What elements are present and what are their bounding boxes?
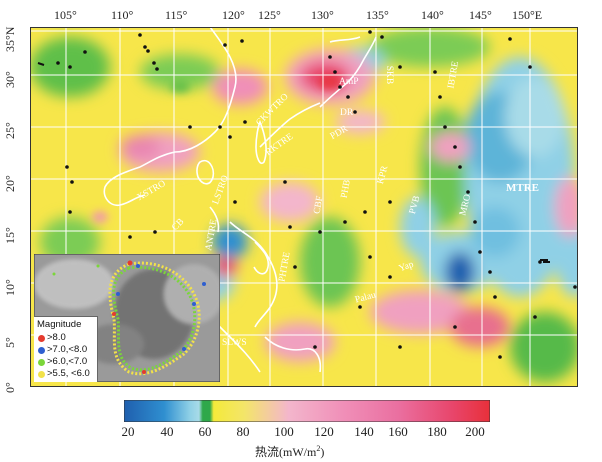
colorbar-tick-180: 180 [427,424,447,439]
region-label-amp: AmP [339,77,359,87]
heat-flow-colorbar [124,400,490,422]
lat-label-10: 10° [3,279,17,296]
colorbar-tick-140: 140 [354,424,374,439]
colorbar-tick-80: 80 [236,424,250,439]
lat-label-25: 25° [3,122,17,139]
region-label-skb: SKB [384,65,395,85]
legend-title: Magnitude [37,319,82,330]
unit-text: 热流(mW/m [255,445,317,459]
map-frame [30,27,578,387]
lon-label-140: 140° [421,8,444,22]
unit-superscript: 2 [316,444,321,453]
lat-label-5: 5° [3,337,17,348]
lat-label-15: 15° [3,227,17,244]
legend-marker-1 [38,335,45,342]
earthquake-epicenters [56,30,577,359]
unit-close: ) [320,445,325,459]
lat-label-30: 30° [3,71,17,88]
legend-item-3: >6.0,<7.0 [47,356,88,367]
lon-label-135: 135° [366,8,389,22]
colorbar-unit-label: 热流(mW/m2) [255,443,324,460]
graticule [30,27,578,387]
colorbar-tick-20: 20 [121,424,135,439]
legend-marker-4 [38,371,45,378]
legend-item-4: >5.5, <6.0 [47,368,90,379]
lon-label-145: 145° [469,8,492,22]
colorbar-tick-40: 40 [160,424,174,439]
lat-label-35n: 35°N [3,26,17,52]
legend-marker-3 [38,359,45,366]
colorbar-tick-100: 100 [274,424,294,439]
colorbar-tick-120: 120 [314,424,334,439]
heat-field-detail [92,74,342,223]
legend-item-2: >7.0,<8.0 [47,344,88,355]
legend-item-1: >8.0 [47,332,66,343]
colorbar-tick-200: 200 [465,424,485,439]
colorbar-tick-160: 160 [388,424,408,439]
legend-box: Magnitude >8.0 >7.0,<8.0 >6.0,<7.0 >5.5,… [34,316,98,382]
lon-label-115: 115° [165,8,188,22]
lon-label-120: 120° [222,8,245,22]
legend-marker-2 [38,347,45,354]
lat-label-20: 20° [3,175,17,192]
region-label-dr: DR [340,108,354,118]
colorbar-tick-60: 60 [198,424,212,439]
lon-label-110: 110° [111,8,134,22]
lon-label-150e: 150°E [512,8,543,22]
seismicity-inset: Magnitude >8.0 >7.0,<8.0 >6.0,<7.0 >5.5,… [29,253,224,384]
lon-label-130: 130° [311,8,334,22]
lon-label-125: 125° [258,8,281,22]
lat-label-0: 0° [3,382,17,393]
region-label-slws: SLWS [222,338,247,348]
region-label-mtre: MTRE [506,182,539,194]
lon-label-105: 105° [54,8,77,22]
